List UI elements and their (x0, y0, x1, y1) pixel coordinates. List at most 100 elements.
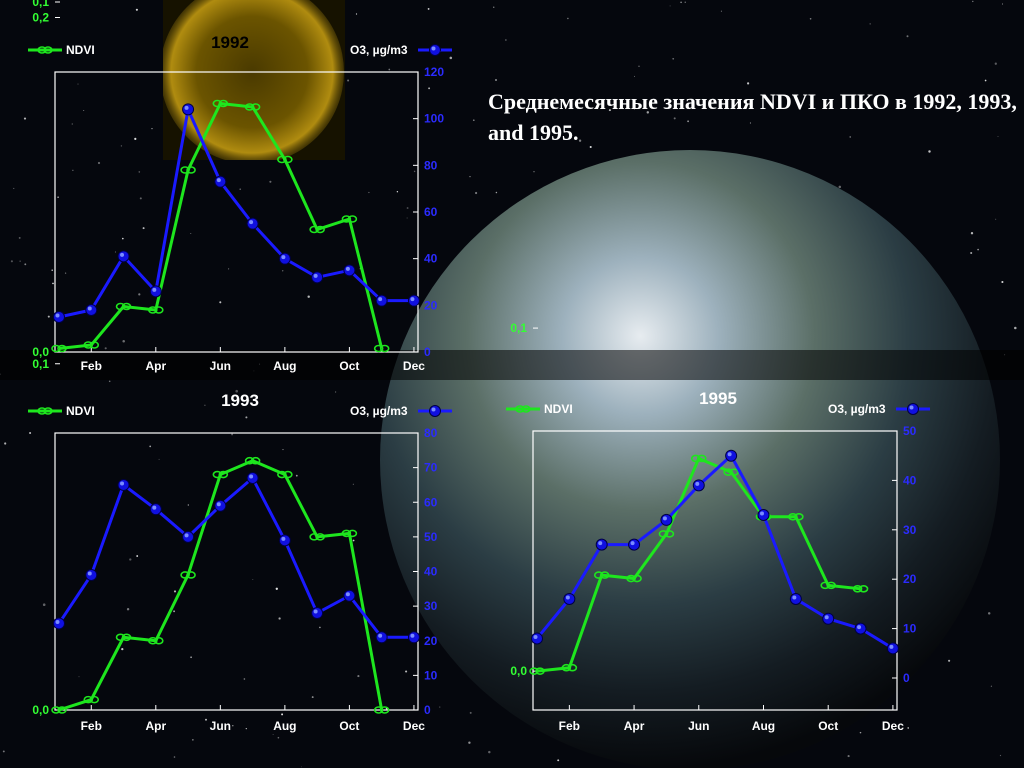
y-right-tick-label: 40 (424, 565, 438, 579)
ozone-point (595, 538, 608, 551)
x-tick-label: Aug (752, 719, 775, 733)
ozone-point (278, 534, 291, 547)
series-line-ozone (57, 475, 414, 639)
legend-ozone: O3, µg/m3 (350, 43, 452, 57)
ozone-point (214, 499, 227, 512)
x-tick-label: Apr (624, 719, 645, 733)
ndvi-point (593, 571, 610, 579)
legend-ndvi-label: NDVI (66, 404, 95, 418)
plot-frame (532, 430, 898, 711)
y-right-tick-label: 60 (424, 205, 438, 219)
legend-ndvi: NDVI (28, 404, 95, 418)
ndvi-point (277, 155, 293, 164)
ozone-point (375, 631, 388, 644)
x-tick-label: Oct (339, 359, 359, 373)
x-tick-label: Oct (818, 719, 838, 733)
ozone-point (886, 642, 899, 655)
x-tick-label: Feb (81, 359, 102, 373)
legend-ozone-label: O3, µg/m3 (350, 404, 408, 418)
ndvi-point (244, 456, 261, 465)
ndvi-point (658, 530, 675, 538)
ndvi-point (148, 306, 164, 314)
y-right-tick-label: 50 (424, 530, 438, 544)
y-right-tick-label: 30 (424, 599, 438, 613)
ndvi-point (115, 302, 132, 311)
ozone-point (757, 508, 770, 521)
y-left-tick-label: 0,0 (510, 664, 527, 678)
ndvi-point (852, 585, 869, 593)
ndvi-point (529, 667, 545, 675)
ozone-point (149, 285, 162, 298)
ndvi-point (309, 225, 325, 234)
ndvi-point (148, 636, 164, 645)
ozone-point (246, 217, 259, 230)
ndvi-point (820, 581, 837, 590)
ndvi-point (690, 454, 707, 463)
chart-title: 1993 (221, 391, 259, 410)
legend-ozone-marker (429, 44, 441, 56)
x-tick-label: Jun (688, 719, 709, 733)
ndvi-point (51, 706, 67, 714)
chart-title: 1992 (211, 33, 249, 52)
legend-ozone: O3, µg/m3 (828, 402, 930, 416)
ndvi-point (212, 470, 229, 479)
y-right-tick-label: 50 (903, 424, 917, 438)
x-tick-label: Oct (339, 719, 359, 733)
ndvi-point (373, 344, 390, 353)
ndvi-point (51, 344, 67, 353)
y-right-tick-label: 0 (424, 703, 431, 717)
series-line-ozone (58, 104, 414, 319)
ndvi-point (115, 633, 132, 642)
ozone-point (692, 479, 705, 492)
legend-ozone-label: O3, µg/m3 (828, 402, 886, 416)
ozone-point (149, 503, 162, 516)
y-right-tick-label: 100 (424, 112, 444, 126)
ndvi-point (244, 103, 261, 111)
legend-ndvi-marker (37, 407, 53, 415)
ozone-point (563, 592, 576, 605)
ndvi-point (180, 571, 196, 579)
ozone-point (343, 589, 356, 602)
ozone-point (407, 294, 420, 307)
chart-title: 1995 (699, 389, 737, 408)
ozone-point (628, 538, 641, 551)
x-tick-label: Aug (273, 719, 296, 733)
ozone-point (278, 252, 291, 265)
ndvi-point (277, 470, 293, 479)
x-tick-label: Jun (210, 719, 231, 733)
ozone-point (375, 294, 388, 307)
legend-ndvi-marker (37, 46, 53, 54)
ozone-point (117, 250, 130, 263)
y-right-tick-label: 80 (424, 158, 438, 172)
x-tick-label: Apr (145, 719, 166, 733)
ozone-point (246, 472, 259, 485)
ozone-point (182, 530, 195, 543)
legend-ozone-label: O3, µg/m3 (350, 43, 408, 57)
ndvi-point (341, 215, 358, 223)
ozone-point (343, 264, 356, 277)
y-right-tick-label: 120 (424, 65, 444, 79)
ozone-point (822, 612, 835, 625)
ozone-point (660, 513, 673, 526)
ozone-point (117, 478, 130, 491)
ozone-point (854, 622, 867, 635)
series-line-ozone (535, 453, 894, 650)
y-left-tick-label: 0,2 (32, 11, 49, 25)
y-right-tick-label: 20 (903, 572, 917, 586)
ndvi-point (788, 512, 804, 521)
y-right-tick-label: 30 (903, 523, 917, 537)
legend-ndvi: NDVI (506, 402, 573, 416)
y-right-tick-label: 70 (424, 461, 438, 475)
ozone-point (182, 103, 195, 116)
ozone-point (214, 175, 227, 188)
y-right-tick-label: 40 (424, 252, 438, 266)
ozone-point (85, 304, 98, 316)
ndvi-point (561, 663, 578, 672)
y-left-tick-label: 0,0 (32, 345, 49, 359)
ozone-point (311, 607, 324, 620)
ndvi-point (723, 468, 739, 476)
